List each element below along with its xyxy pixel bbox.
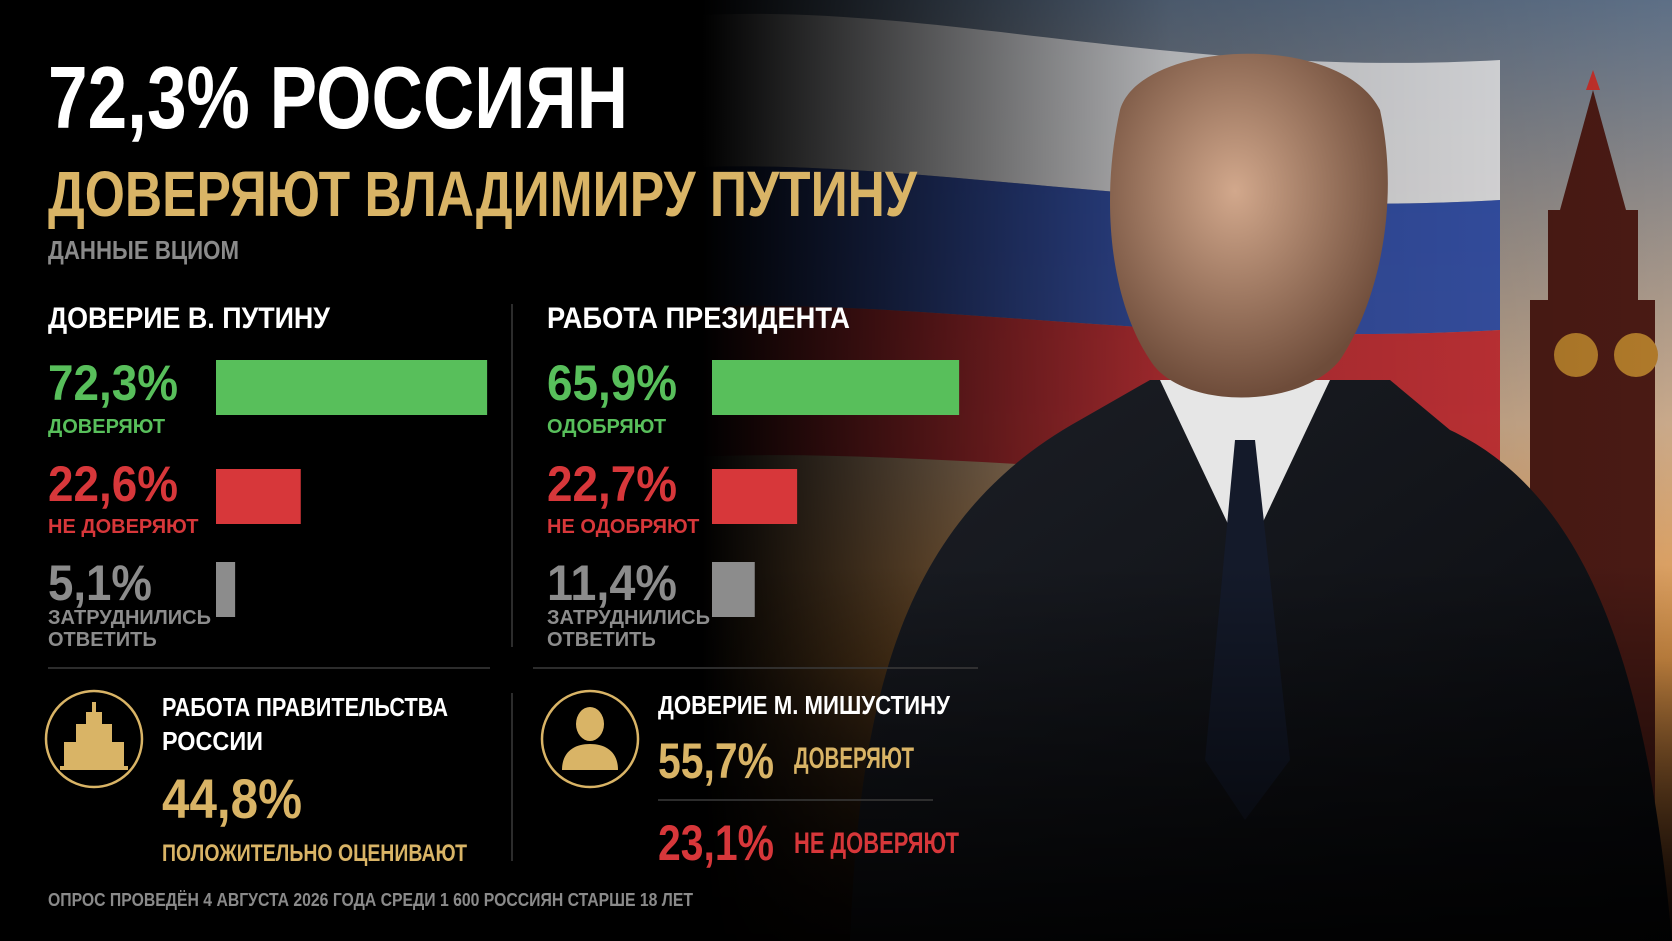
mishustin-title: ДОВЕРИЕ М. МИШУСТИНУ [658, 690, 951, 720]
mishustin-label: НЕ ДОВЕРЯЮТ [794, 827, 959, 860]
panel-title: РАБОТА ПРЕЗИДЕНТА [547, 302, 850, 335]
title: 72,3% РОССИЯН [48, 48, 628, 147]
value-label: 22,7% [547, 456, 677, 512]
mishustin-value: 23,1% [658, 815, 774, 871]
bar [216, 360, 488, 415]
mishustin-value: 55,7% [658, 733, 774, 789]
subtitle: ДОВЕРЯЮТ ВЛАДИМИРУ ПУТИНУ [48, 158, 918, 230]
value-label: 5,1% [48, 555, 152, 611]
item-label: НЕ ОДОБРЯЮТ [547, 516, 699, 538]
footer: ОПРОС ПРОВЕДЁН 4 АВГУСТА 2026 ГОДА СРЕДИ… [48, 890, 693, 910]
government-title: РАБОТА ПРАВИТЕЛЬСТВА [162, 692, 448, 722]
value-label: 72,3% [48, 355, 178, 411]
bar [712, 562, 755, 617]
government-title: РОССИИ [162, 726, 263, 756]
item-label: ОТВЕТИТЬ [547, 629, 656, 651]
value-label: 22,6% [48, 456, 178, 512]
person-icon [540, 689, 640, 789]
item-label: НЕ ДОВЕРЯЮТ [48, 516, 199, 538]
value-label: 65,9% [547, 355, 677, 411]
mishustin-label: ДОВЕРЯЮТ [794, 742, 914, 775]
government-label: ПОЛОЖИТЕЛЬНО ОЦЕНИВАЮТ [162, 840, 467, 867]
item-label: ЗАТРУДНИЛИСЬ [48, 607, 211, 629]
item-label: ДОВЕРЯЮТ [48, 416, 165, 438]
bar [712, 360, 960, 415]
item-label: ОТВЕТИТЬ [48, 629, 157, 651]
government-icon [44, 689, 144, 789]
government-value: 44,8% [162, 767, 302, 830]
item-label: ОДОБРЯЮТ [547, 416, 666, 438]
bar [712, 469, 798, 524]
bar [216, 562, 236, 617]
source: ДАННЫЕ ВЦИОМ [48, 235, 239, 265]
bar [216, 469, 301, 524]
panel-title: ДОВЕРИЕ В. ПУТИНУ [48, 302, 330, 335]
item-label: ЗАТРУДНИЛИСЬ [547, 607, 710, 629]
value-label: 11,4% [547, 555, 677, 611]
